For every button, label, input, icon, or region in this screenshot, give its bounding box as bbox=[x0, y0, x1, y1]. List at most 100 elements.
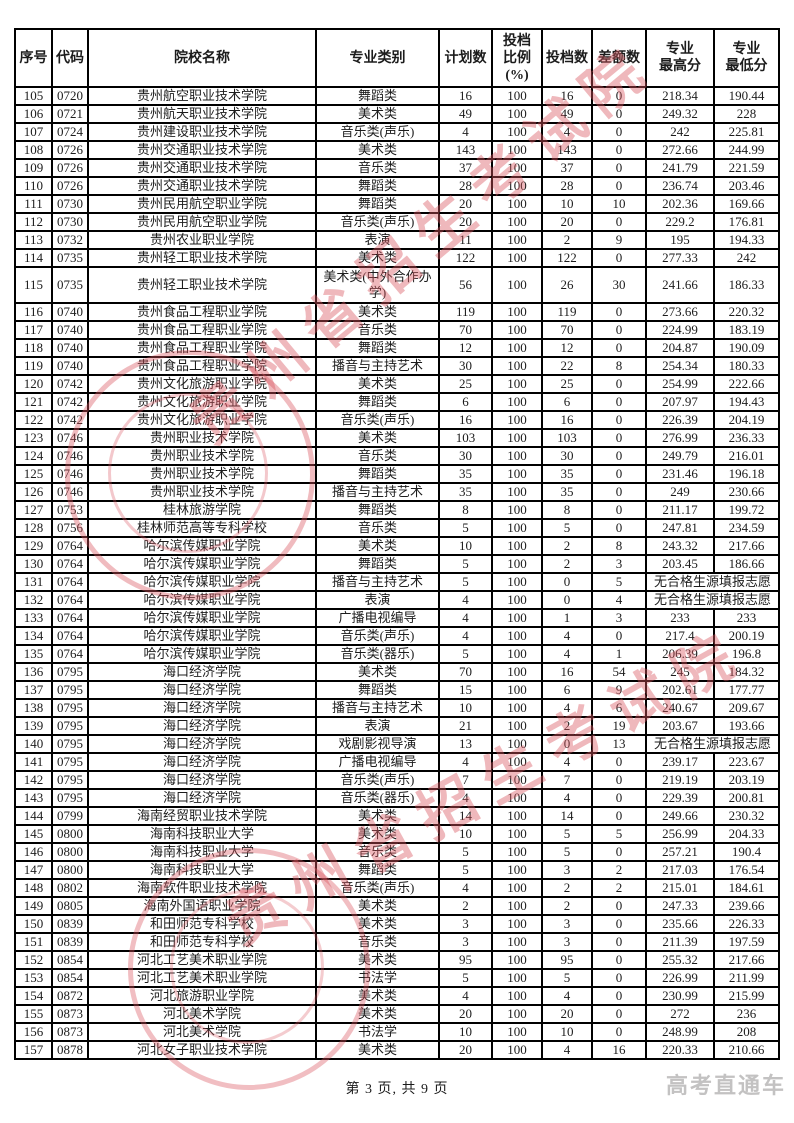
cell-filing-ratio: 100 bbox=[491, 320, 543, 340]
cell-min-score: 208 bbox=[713, 1022, 780, 1042]
cell-shortfall-count: 2 bbox=[591, 860, 647, 880]
cell-code: 0795 bbox=[51, 662, 89, 682]
cell-min-score: 184.61 bbox=[713, 878, 780, 898]
cell-code: 0800 bbox=[51, 824, 89, 844]
cell-filed-count: 22 bbox=[541, 356, 593, 376]
cell-filing-ratio: 100 bbox=[491, 482, 543, 502]
cell-shortfall-count: 0 bbox=[591, 212, 647, 232]
cell-min-score: 209.67 bbox=[713, 698, 780, 718]
cell-max-score: 218.34 bbox=[645, 86, 715, 106]
cell-major-category: 舞蹈类 bbox=[315, 338, 440, 358]
cell-major-category: 美术类 bbox=[315, 986, 440, 1006]
cell-plan-count: 122 bbox=[438, 248, 493, 268]
cell-shortfall-count: 0 bbox=[591, 464, 647, 484]
cell-major-category: 音乐类(声乐) bbox=[315, 878, 440, 898]
cell-code: 0735 bbox=[51, 248, 89, 268]
cell-filing-ratio: 100 bbox=[491, 176, 543, 196]
table-row: 143 0795 海口经济学院 音乐类(器乐) 4 100 4 0 229.39 200.81 bbox=[14, 788, 780, 808]
cell-filing-ratio: 100 bbox=[491, 266, 543, 304]
cell-school-name: 贵州交通职业技术学院 bbox=[87, 140, 317, 160]
cell-code: 0800 bbox=[51, 842, 89, 862]
cell-filed-count: 20 bbox=[541, 212, 593, 232]
cell-plan-count: 6 bbox=[438, 392, 493, 412]
cell-serial: 146 bbox=[14, 842, 53, 862]
cell-filing-ratio: 100 bbox=[491, 1004, 543, 1024]
cell-filed-count: 8 bbox=[541, 500, 593, 520]
cell-filed-count: 1 bbox=[541, 608, 593, 628]
cell-filed-count: 5 bbox=[541, 518, 593, 538]
table-row: 157 0878 河北女子职业技术学院 美术类 20 100 4 16 220.33 210.66 bbox=[14, 1040, 780, 1060]
cell-code: 0740 bbox=[51, 302, 89, 322]
cell-code: 0746 bbox=[51, 482, 89, 502]
table-row: 151 0839 和田师范专科学校 音乐类 3 100 3 0 211.39 197.59 bbox=[14, 932, 780, 952]
cell-max-score: 233 bbox=[645, 608, 715, 628]
cell-plan-count: 28 bbox=[438, 176, 493, 196]
cell-serial: 134 bbox=[14, 626, 53, 646]
cell-serial: 105 bbox=[14, 86, 53, 106]
cell-max-score: 277.33 bbox=[645, 248, 715, 268]
cell-major-category: 舞蹈类 bbox=[315, 86, 440, 106]
cell-code: 0735 bbox=[51, 266, 89, 304]
cell-min-score: 176.81 bbox=[713, 212, 780, 232]
cell-school-name: 贵州轻工职业技术学院 bbox=[87, 266, 317, 304]
cell-filing-ratio: 100 bbox=[491, 644, 543, 664]
cell-filed-count: 28 bbox=[541, 176, 593, 196]
cell-plan-count: 25 bbox=[438, 374, 493, 394]
cell-school-name: 海南科技职业大学 bbox=[87, 824, 317, 844]
cell-shortfall-count: 0 bbox=[591, 302, 647, 322]
cell-code: 0839 bbox=[51, 914, 89, 934]
table-row: 142 0795 海口经济学院 音乐类(声乐) 7 100 7 0 219.19 203.19 bbox=[14, 770, 780, 790]
cell-min-score: 223.67 bbox=[713, 752, 780, 772]
cell-shortfall-count: 0 bbox=[591, 158, 647, 178]
cell-max-score: 247.81 bbox=[645, 518, 715, 538]
cell-shortfall-count: 4 bbox=[591, 590, 647, 610]
cell-school-name: 海口经济学院 bbox=[87, 716, 317, 736]
cell-serial: 123 bbox=[14, 428, 53, 448]
cell-serial: 109 bbox=[14, 158, 53, 178]
cell-shortfall-count: 0 bbox=[591, 1004, 647, 1024]
cell-major-category: 播音与主持艺术 bbox=[315, 698, 440, 718]
cell-major-category: 音乐类(声乐) bbox=[315, 410, 440, 430]
table-body: 105 0720 贵州航空职业技术学院 舞蹈类 16 100 16 0 218.34 190.44… bbox=[14, 86, 780, 1060]
cell-school-name: 哈尔滨传媒职业学院 bbox=[87, 536, 317, 556]
cell-filed-count: 2 bbox=[541, 896, 593, 916]
cell-plan-count: 8 bbox=[438, 500, 493, 520]
admission-score-table: 序号 代码 院校名称 专业类别 计划数 投档 比例 (%) 投档数 差额数 专业 最高分 专业 最… bbox=[14, 28, 780, 1060]
cell-school-name: 河北工艺美术职业学院 bbox=[87, 950, 317, 970]
cell-filing-ratio: 100 bbox=[491, 248, 543, 268]
table-header: 序号 代码 院校名称 专业类别 计划数 投档 比例 (%) 投档数 差额数 专业 最高分 专业 最… bbox=[14, 28, 780, 88]
cell-min-score: 234.59 bbox=[713, 518, 780, 538]
cell-shortfall-count: 9 bbox=[591, 230, 647, 250]
cell-school-name: 和田师范专科学校 bbox=[87, 914, 317, 934]
table-row: 124 0746 贵州职业技术学院 音乐类 30 100 30 0 249.79 216.01 bbox=[14, 446, 780, 466]
cell-code: 0878 bbox=[51, 1040, 89, 1060]
cell-major-category: 美术类 bbox=[315, 662, 440, 682]
cell-school-name: 海南科技职业大学 bbox=[87, 842, 317, 862]
cell-serial: 108 bbox=[14, 140, 53, 160]
cell-filing-ratio: 100 bbox=[491, 158, 543, 178]
cell-min-score: 236.33 bbox=[713, 428, 780, 448]
cell-serial: 129 bbox=[14, 536, 53, 556]
cell-min-score: 186.33 bbox=[713, 266, 780, 304]
cell-filing-ratio: 100 bbox=[491, 86, 543, 106]
cell-filed-count: 2 bbox=[541, 878, 593, 898]
cell-school-name: 海南科技职业大学 bbox=[87, 860, 317, 880]
table-row: 127 0753 桂林旅游学院 舞蹈类 8 100 8 0 211.17 199.72 bbox=[14, 500, 780, 520]
cell-filing-ratio: 100 bbox=[491, 410, 543, 430]
table-row: 111 0730 贵州民用航空职业学院 舞蹈类 20 100 10 10 202.36 169.6… bbox=[14, 194, 780, 214]
cell-plan-count: 4 bbox=[438, 788, 493, 808]
cell-min-score: 200.81 bbox=[713, 788, 780, 808]
cell-code: 0726 bbox=[51, 158, 89, 178]
cell-school-name: 海口经济学院 bbox=[87, 734, 317, 754]
cell-filing-ratio: 100 bbox=[491, 878, 543, 898]
cell-serial: 116 bbox=[14, 302, 53, 322]
cell-code: 0756 bbox=[51, 518, 89, 538]
cell-max-score: 272 bbox=[645, 1004, 715, 1024]
table-row: 122 0742 贵州文化旅游职业学院 音乐类(声乐) 16 100 16 0 226.39 20… bbox=[14, 410, 780, 430]
cell-filing-ratio: 100 bbox=[491, 356, 543, 376]
cell-code: 0764 bbox=[51, 536, 89, 556]
cell-serial: 126 bbox=[14, 482, 53, 502]
cell-max-score: 217.4 bbox=[645, 626, 715, 646]
table-row: 154 0872 河北旅游职业学院 美术类 4 100 4 0 230.99 215.99 bbox=[14, 986, 780, 1006]
cell-filed-count: 4 bbox=[541, 122, 593, 142]
